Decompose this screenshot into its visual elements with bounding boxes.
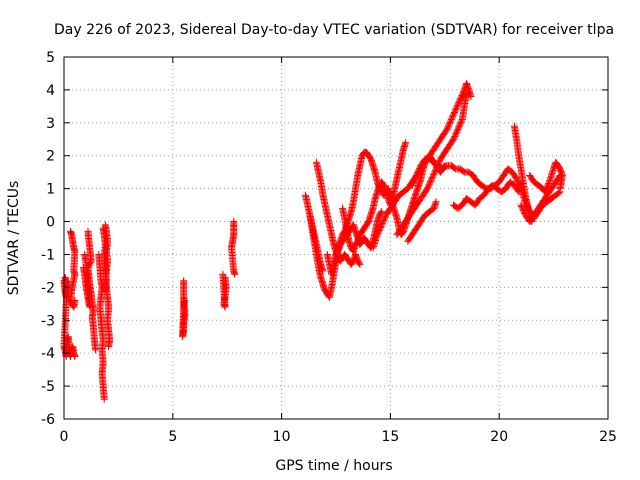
data-point bbox=[402, 139, 410, 147]
data-point bbox=[463, 89, 471, 97]
y-tick-label: -3 bbox=[41, 313, 55, 329]
y-tick-label: 0 bbox=[46, 215, 55, 231]
y-tick-label: 2 bbox=[46, 149, 55, 165]
data-point bbox=[81, 250, 89, 258]
data-point bbox=[105, 343, 113, 351]
y-tick-label: -4 bbox=[41, 346, 55, 362]
y-tick-label: 1 bbox=[46, 182, 55, 198]
data-point bbox=[458, 117, 466, 125]
data-point bbox=[556, 188, 564, 196]
x-tick-label: 15 bbox=[381, 429, 399, 445]
y-tick-label: -6 bbox=[41, 412, 55, 428]
chart-title: Day 226 of 2023, Sidereal Day-to-day VTE… bbox=[54, 22, 614, 38]
data-point bbox=[219, 270, 227, 278]
y-axis-label: SDTVAR / TECUs bbox=[6, 181, 22, 296]
x-tick-label: 5 bbox=[168, 429, 177, 445]
y-tick-label: -1 bbox=[41, 247, 55, 263]
y-tick-label: -5 bbox=[41, 379, 55, 395]
data-point bbox=[377, 209, 385, 217]
data-point bbox=[545, 179, 553, 187]
x-tick-label: 20 bbox=[490, 429, 508, 445]
y-tick-label: 3 bbox=[46, 116, 55, 132]
data-point bbox=[356, 260, 364, 268]
data-point bbox=[355, 259, 363, 267]
data-point bbox=[555, 189, 563, 197]
data-point bbox=[101, 287, 109, 295]
data-point bbox=[71, 352, 79, 360]
plot-border bbox=[63, 56, 609, 420]
axis-ticks: 0 5 10 15 20 25 -6 -5 -4 -3 -2 -1 0 1 2 3 4 5 bbox=[41, 50, 617, 445]
x-tick-label: 0 bbox=[60, 429, 69, 445]
x-tick-label: 25 bbox=[599, 429, 617, 445]
y-tick-label: 4 bbox=[46, 83, 55, 99]
data-point bbox=[515, 188, 523, 196]
x-axis-label: GPS time / hours bbox=[275, 458, 392, 474]
data-point bbox=[181, 297, 189, 305]
data-point bbox=[71, 297, 79, 305]
data-point bbox=[100, 395, 108, 403]
data-point bbox=[319, 267, 327, 275]
data-point bbox=[231, 270, 239, 278]
y-tick-label: 5 bbox=[46, 50, 55, 66]
data-point bbox=[432, 198, 440, 206]
y-tick-label: -2 bbox=[41, 280, 55, 296]
data-point bbox=[514, 187, 522, 195]
data-point bbox=[378, 208, 386, 216]
data-point bbox=[92, 346, 100, 354]
x-tick-label: 10 bbox=[273, 429, 291, 445]
